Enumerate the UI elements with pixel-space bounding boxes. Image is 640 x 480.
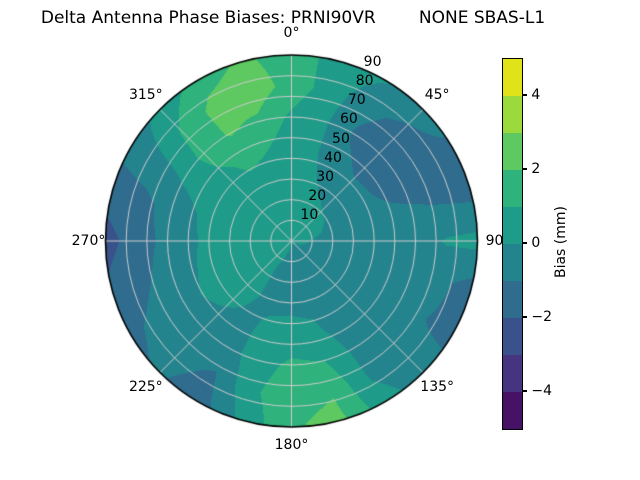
angular-tick-label-225: 225° xyxy=(128,378,163,395)
angular-tick-label-90: 90 xyxy=(485,233,504,249)
angular-tick-label-270: 270° xyxy=(71,233,106,249)
colorbar-band xyxy=(503,318,522,355)
colorbar-band xyxy=(503,59,522,96)
colorbar-band xyxy=(503,355,522,392)
angular-tick-label-45: 45° xyxy=(424,87,450,104)
colorbar-tick-label--4: −4 xyxy=(531,383,553,399)
radial-tick-label-30: 30 xyxy=(316,168,335,185)
colorbar-tick-label-0: 0 xyxy=(531,235,541,251)
radial-tick-label-90: 90 xyxy=(363,54,382,71)
colorbar-tick-mark xyxy=(523,168,528,170)
colorbar-band xyxy=(503,392,522,429)
colorbar-band xyxy=(503,207,522,244)
colorbar-tick-label-4: 4 xyxy=(531,87,541,103)
colorbar-tick-mark xyxy=(523,316,528,318)
angular-tick-label-180: 180° xyxy=(274,437,309,453)
angular-tick-label-315: 315° xyxy=(128,87,163,104)
radial-tick-label-80: 80 xyxy=(355,73,374,90)
radial-tick-label-20: 20 xyxy=(308,187,327,204)
chart-title: Delta Antenna Phase Biases: PRNI90VR NON… xyxy=(40,8,546,28)
colorbar-band xyxy=(503,281,522,318)
colorbar-tick-label--2: −2 xyxy=(531,309,553,325)
colorbar-band xyxy=(503,96,522,133)
colorbar-tick-mark xyxy=(523,390,528,392)
radial-tick-label-40: 40 xyxy=(324,149,342,166)
colorbar-tick-mark xyxy=(523,94,528,96)
colorbar-band xyxy=(503,170,522,207)
colorbar-axis-label: Bias (mm) xyxy=(553,205,569,279)
radial-tick-label-10: 10 xyxy=(300,206,319,223)
angular-tick-label-0: 0° xyxy=(283,25,300,41)
radial-tick-label-70: 70 xyxy=(347,92,366,109)
colorbar-band xyxy=(503,244,522,281)
colorbar-band xyxy=(503,133,522,170)
radial-tick-label-50: 50 xyxy=(332,130,350,147)
colorbar-tick-mark xyxy=(523,242,528,244)
colorbar-tick-label-2: 2 xyxy=(531,161,541,177)
radial-tick-label-60: 60 xyxy=(339,111,358,128)
angular-tick-label-135: 135° xyxy=(420,378,455,395)
colorbar xyxy=(502,58,523,430)
